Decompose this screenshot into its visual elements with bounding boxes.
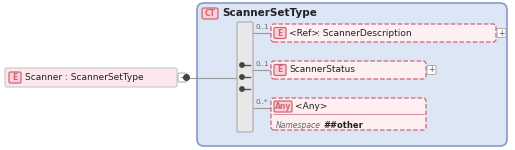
- Text: 0..*: 0..*: [255, 99, 267, 105]
- Text: E: E: [278, 28, 283, 38]
- FancyBboxPatch shape: [271, 98, 426, 130]
- Text: −: −: [179, 73, 186, 82]
- Text: Scanner : ScannerSetType: Scanner : ScannerSetType: [25, 73, 144, 82]
- FancyBboxPatch shape: [274, 27, 286, 39]
- FancyBboxPatch shape: [5, 68, 177, 87]
- Text: : ScannerDescription: : ScannerDescription: [317, 28, 411, 38]
- Text: <Any>: <Any>: [295, 102, 328, 111]
- Circle shape: [240, 63, 244, 67]
- Circle shape: [240, 75, 244, 79]
- Text: E: E: [278, 66, 283, 75]
- FancyBboxPatch shape: [197, 3, 507, 146]
- FancyBboxPatch shape: [9, 72, 21, 83]
- FancyBboxPatch shape: [427, 66, 436, 75]
- Text: 0..1: 0..1: [255, 61, 268, 67]
- Circle shape: [184, 75, 190, 80]
- Text: 0..1: 0..1: [255, 24, 268, 30]
- Text: <Ref>: <Ref>: [289, 28, 319, 38]
- Text: Namespace: Namespace: [276, 120, 321, 129]
- FancyBboxPatch shape: [274, 101, 292, 112]
- Text: CT: CT: [204, 9, 215, 18]
- Text: E: E: [12, 73, 18, 82]
- FancyBboxPatch shape: [271, 24, 496, 42]
- Text: Any: Any: [275, 102, 291, 111]
- FancyBboxPatch shape: [202, 8, 218, 19]
- Text: +: +: [428, 66, 435, 75]
- FancyBboxPatch shape: [271, 61, 426, 79]
- FancyBboxPatch shape: [497, 28, 506, 38]
- FancyBboxPatch shape: [178, 73, 187, 82]
- Text: ##other: ##other: [323, 120, 363, 129]
- Text: +: +: [499, 28, 505, 38]
- Text: ScannerStatus: ScannerStatus: [289, 66, 355, 75]
- Circle shape: [240, 87, 244, 91]
- Text: ScannerSetType: ScannerSetType: [222, 9, 317, 18]
- FancyBboxPatch shape: [237, 22, 253, 132]
- FancyBboxPatch shape: [274, 64, 286, 75]
